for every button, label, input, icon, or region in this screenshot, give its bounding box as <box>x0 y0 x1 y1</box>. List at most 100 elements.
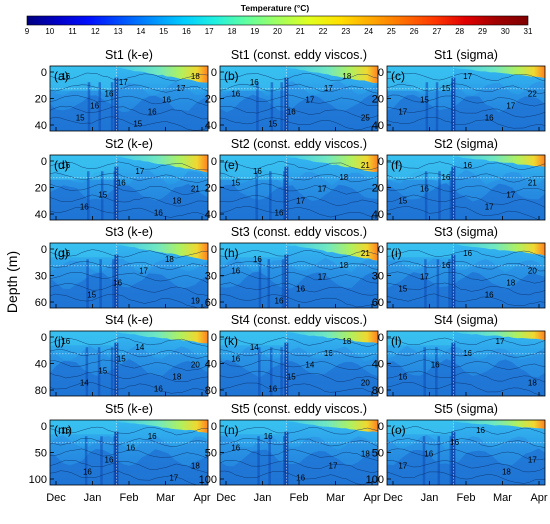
contour-label: 21 <box>528 179 537 188</box>
mid-water-zone <box>220 80 378 131</box>
y-tick-label: 60 <box>205 297 217 309</box>
contour-label: 14 <box>305 361 314 370</box>
panel-letter: (i) <box>391 246 402 260</box>
y-tick-label: 80 <box>35 385 47 397</box>
deep-water-zone <box>220 184 378 220</box>
contour-line <box>220 106 378 119</box>
contour-line <box>50 283 208 296</box>
contour-line <box>50 359 208 371</box>
y-tick-label: 20 <box>35 183 47 195</box>
contour-label: 16 <box>431 361 440 370</box>
colorbar-tick-label: 25 <box>387 27 396 36</box>
y-tick-label: 40 <box>205 209 217 221</box>
mixing-streak <box>258 259 262 308</box>
y-tick-label: 0 <box>378 156 384 168</box>
contour-line <box>220 282 378 296</box>
surface-warm-layer <box>116 420 208 434</box>
panel-title: St4 (const. eddy viscos.) <box>231 313 367 327</box>
y-tick-label: 40 <box>205 359 217 371</box>
mixing-streak <box>425 82 429 131</box>
panel-h: St3 (const. eddy viscos.) 16 16 16 16 17 18 21 (… <box>205 225 379 309</box>
x-tick-label: Mar <box>156 492 175 504</box>
contour-label: 20 <box>528 267 537 276</box>
y-tick-label: 20 <box>205 94 217 106</box>
mixing-streak <box>112 259 115 308</box>
contour-label: 16 <box>61 426 70 435</box>
upper-layer <box>387 331 454 346</box>
surface-warm-layer <box>116 243 208 261</box>
contour-label: 17 <box>398 461 407 470</box>
surface-warm-layer <box>286 243 378 261</box>
x-tick-label: Jan <box>254 492 272 504</box>
y-tick-label: 0 <box>41 332 47 344</box>
contour-label: 18 <box>342 72 351 81</box>
surface-warm-layer <box>453 243 545 256</box>
mid-water-zone <box>50 435 208 485</box>
contour-label: 16 <box>61 249 70 258</box>
contour-line <box>220 370 378 383</box>
panel-e: St2 (const. eddy viscos.) 15 16 16 17 17 18 21 (… <box>205 137 379 221</box>
x-tick-label: Apr <box>363 492 380 504</box>
colorbar-tick-label: 13 <box>114 27 123 36</box>
x-tick-label: Dec <box>216 492 236 504</box>
contour-label: 16 <box>476 426 485 435</box>
mixing-streak <box>281 259 285 308</box>
contour-line <box>50 382 208 394</box>
y-tick-label: 20 <box>372 94 384 106</box>
contour-label: 18 <box>361 450 370 459</box>
contour-label: 16 <box>463 349 472 358</box>
contour-line <box>220 382 378 396</box>
contour-line <box>220 448 378 462</box>
panel-title: St4 (k-e) <box>105 313 153 327</box>
contour-label: 17 <box>139 267 148 276</box>
y-tick-label: 0 <box>41 244 47 256</box>
contour-line <box>220 427 378 435</box>
colorbar-tick-label: 28 <box>455 27 464 36</box>
x-tick-label: Dec <box>46 492 66 504</box>
contour-line <box>50 348 208 359</box>
mixing-front <box>451 254 456 308</box>
contour-line <box>50 194 208 207</box>
contour-label: 16 <box>253 255 262 264</box>
contour-line <box>387 184 545 194</box>
contour-label: 16 <box>275 296 284 305</box>
panel-letter: (g) <box>54 246 69 260</box>
contour-label: 14 <box>80 378 89 387</box>
mixing-streak <box>256 82 259 131</box>
contour-line <box>50 72 208 82</box>
colorbar-tick-label: 10 <box>45 27 54 36</box>
colorbar-tick-label: 9 <box>25 27 30 36</box>
colorbar-tick-label: 22 <box>319 27 328 36</box>
contour-label: 15 <box>231 179 240 188</box>
contour-label: 18 <box>165 255 174 264</box>
contour-label: 18 <box>172 372 181 381</box>
mixing-front <box>284 342 289 396</box>
contour-label: 15 <box>76 113 85 122</box>
panel-letter: (a) <box>54 69 69 83</box>
mid-water-zone <box>50 258 208 308</box>
contour-line <box>220 437 378 447</box>
mixing-front <box>114 166 119 220</box>
contour-line <box>220 348 378 358</box>
contour-label: 17 <box>528 456 537 465</box>
mixing-streak <box>85 347 89 396</box>
colorbar-tick-label: 24 <box>364 27 373 36</box>
y-tick-label: 80 <box>205 385 217 397</box>
mixing-streak <box>438 171 441 220</box>
contour-label: 16 <box>485 113 494 122</box>
y-tick-label: 0 <box>378 67 384 79</box>
upper-layer <box>387 420 454 435</box>
contour-line <box>220 250 378 259</box>
contour-line <box>220 205 378 220</box>
mid-water-zone <box>387 346 545 396</box>
panel-letter: (h) <box>224 246 239 260</box>
contour-label: 17 <box>169 473 178 482</box>
contour-label: 17 <box>506 102 515 111</box>
colorbar-tick-label: 20 <box>273 27 282 36</box>
deep-water-zone <box>387 448 545 485</box>
contour-label: 17 <box>506 191 515 200</box>
mixing-streak <box>280 347 283 396</box>
colorbar-tick-label: 21 <box>296 27 305 36</box>
upper-layer <box>50 420 117 435</box>
panel-a: St1 (k-e) 16 15 16 16 17 15 16 16 17 18 (a) 0 20 40 <box>35 48 209 132</box>
